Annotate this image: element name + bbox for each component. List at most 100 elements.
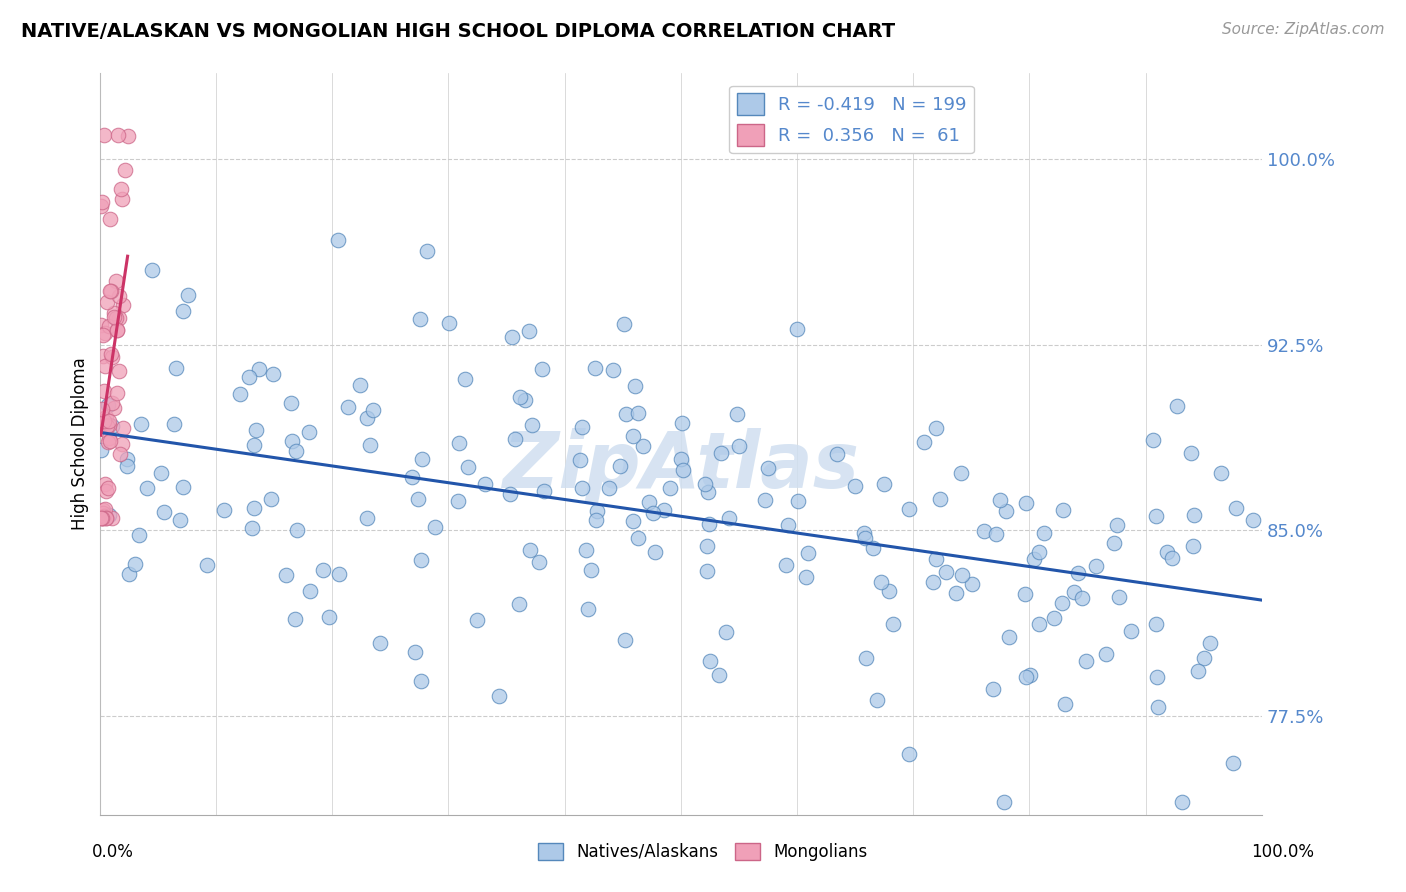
Point [93,384,115,398]
Point [519,543,541,558]
Point [1225,501,1247,516]
Point [98,417,121,432]
Point [105,323,128,337]
Point [411,452,433,467]
Point [1146,670,1168,684]
Point [328,566,350,581]
Point [624,378,647,392]
Point [981,682,1004,697]
Text: NATIVE/ALASKAN VS MONGOLIAN HIGH SCHOOL DIPLOMA CORRELATION CHART: NATIVE/ALASKAN VS MONGOLIAN HIGH SCHOOL … [21,22,896,41]
Point [877,583,900,598]
Point [579,563,602,577]
Point [671,416,693,430]
Point [245,423,267,437]
Point [437,316,460,330]
Point [128,527,150,541]
Point [247,362,270,376]
Point [91,511,114,525]
Point [898,747,921,761]
Point [349,377,371,392]
Point [238,370,260,384]
Point [260,492,283,507]
Point [873,477,896,491]
Point [1199,635,1222,649]
Point [529,555,551,569]
Point [695,477,717,491]
Point [94,501,117,516]
Point [101,350,124,364]
Point [115,451,138,466]
Point [585,504,607,518]
Point [1071,591,1094,606]
Point [94,511,117,525]
Point [659,481,682,495]
Point [644,544,666,558]
Point [361,403,384,417]
Point [153,505,176,519]
Point [707,668,730,682]
Point [94,511,117,525]
Point [1156,544,1178,558]
Point [474,477,496,491]
Point [924,421,946,435]
Point [107,289,129,303]
Text: ZipAtlas: ZipAtlas [502,428,859,504]
Point [98,212,121,227]
Point [585,513,607,527]
Point [786,322,808,336]
Point [697,484,720,499]
Point [91,506,114,520]
Point [1181,539,1204,553]
Point [1144,616,1167,631]
Point [1043,611,1066,625]
Point [1028,617,1050,632]
Point [1166,399,1188,413]
Point [280,396,302,410]
Point [1050,596,1073,610]
Point [240,521,263,535]
Point [825,447,848,461]
Point [602,363,624,377]
Point [1028,544,1050,558]
Point [973,524,995,538]
Point [882,616,904,631]
Point [409,553,432,567]
Point [669,452,692,467]
Text: 100.0%: 100.0% [1251,843,1315,861]
Point [710,446,733,460]
Point [614,633,637,648]
Point [91,328,114,343]
Point [609,458,631,473]
Point [110,182,132,196]
Point [1182,508,1205,523]
Point [870,574,893,589]
Point [696,540,718,554]
Point [786,494,808,508]
Point [508,597,530,611]
Point [1052,502,1074,516]
Point [637,494,659,508]
Point [499,487,522,501]
Point [714,625,737,640]
Point [103,401,125,415]
Point [1119,624,1142,638]
Point [90,194,112,209]
Point [101,419,124,434]
Point [717,511,740,525]
Text: 0.0%: 0.0% [91,843,134,861]
Point [177,288,200,302]
Point [1222,756,1244,771]
Point [986,527,1008,541]
Point [285,444,308,458]
Point [1108,591,1130,605]
Point [97,481,120,495]
Point [756,461,779,475]
Point [103,306,125,320]
Point [652,503,675,517]
Point [111,437,134,451]
Point [401,470,423,484]
Point [96,295,118,310]
Point [1171,795,1194,809]
Point [614,407,637,421]
Point [866,692,889,706]
